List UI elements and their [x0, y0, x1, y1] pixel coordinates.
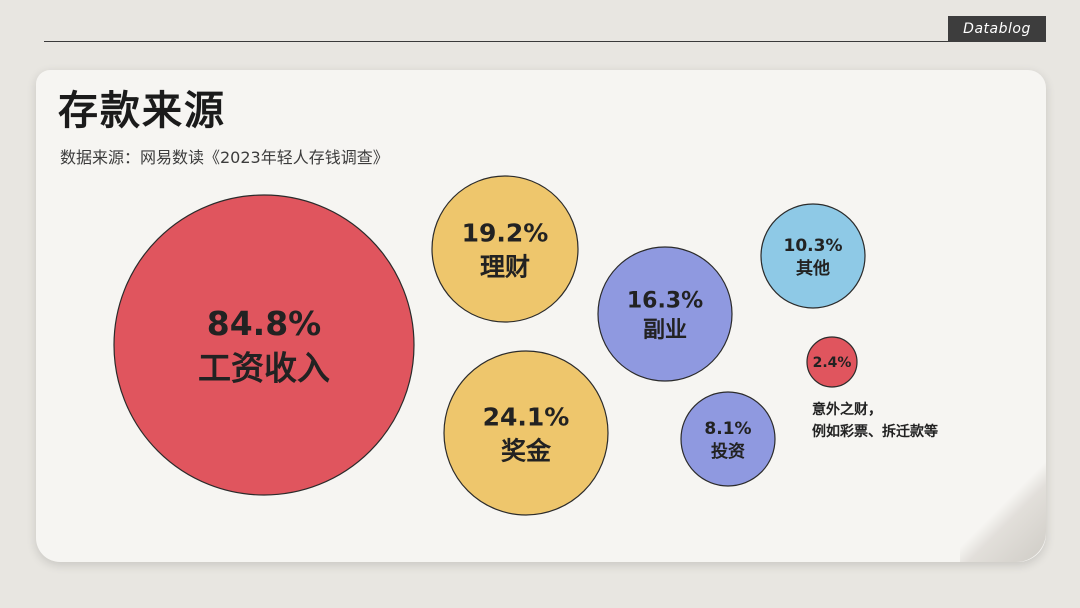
bubble-windfall-circle — [806, 336, 858, 388]
bubble-other-value: 10.3% — [784, 236, 843, 256]
bubble-wealth-management-circle — [431, 175, 579, 323]
bubble-salary-circle — [113, 194, 415, 496]
bubble-bonus: 24.1% 奖金 — [443, 350, 609, 516]
note-line-2: 例如彩票、拆迁款等 — [812, 424, 938, 440]
brand-tag: Datablog — [948, 16, 1046, 42]
bubble-windfall-value: 2.4% — [813, 355, 852, 371]
paper-curl — [960, 454, 1046, 562]
bubble-investment-circle — [680, 391, 776, 487]
bubble-investment-value: 8.1% — [704, 419, 751, 439]
top-rule — [44, 41, 1046, 42]
windfall-note: 意外之财， 例如彩票、拆迁款等 — [812, 399, 938, 443]
bubble-other: 10.3%其他 — [760, 203, 866, 309]
bubble-investment: 8.1%投资 — [680, 391, 776, 487]
bubble-other-circle — [760, 203, 866, 309]
bubble-windfall: 2.4% — [806, 336, 858, 388]
bubble-bonus-value: 24.1% — [483, 403, 570, 432]
bubble-wealth-management-value: 19.2% — [462, 219, 549, 248]
bubble-salary: 84.8% 工资收入 — [113, 194, 415, 496]
chart-title: 存款来源 — [58, 88, 226, 134]
bubble-salary-value: 84.8% — [207, 304, 322, 343]
chart-subtitle: 数据来源：网易数读《2023年轻人存钱调查》 — [60, 148, 389, 167]
bubble-salary-label: 工资收入 — [198, 349, 330, 388]
bubble-side-job-value: 16.3% — [627, 288, 703, 313]
bubble-bonus-circle — [443, 350, 609, 516]
bubble-investment-label: 投资 — [711, 441, 745, 462]
bubble-other-label: 其他 — [796, 258, 830, 279]
note-line-1: 意外之财， — [812, 402, 882, 418]
bubble-wealth-management-label: 理财 — [480, 252, 530, 281]
bubble-bonus-label: 奖金 — [501, 436, 552, 465]
bubble-side-job-circle — [597, 246, 733, 382]
bubble-wealth-management: 19.2% 理财 — [431, 175, 579, 323]
bubble-side-job: 16.3% 副业 — [597, 246, 733, 382]
bubble-side-job-label: 副业 — [643, 318, 687, 343]
